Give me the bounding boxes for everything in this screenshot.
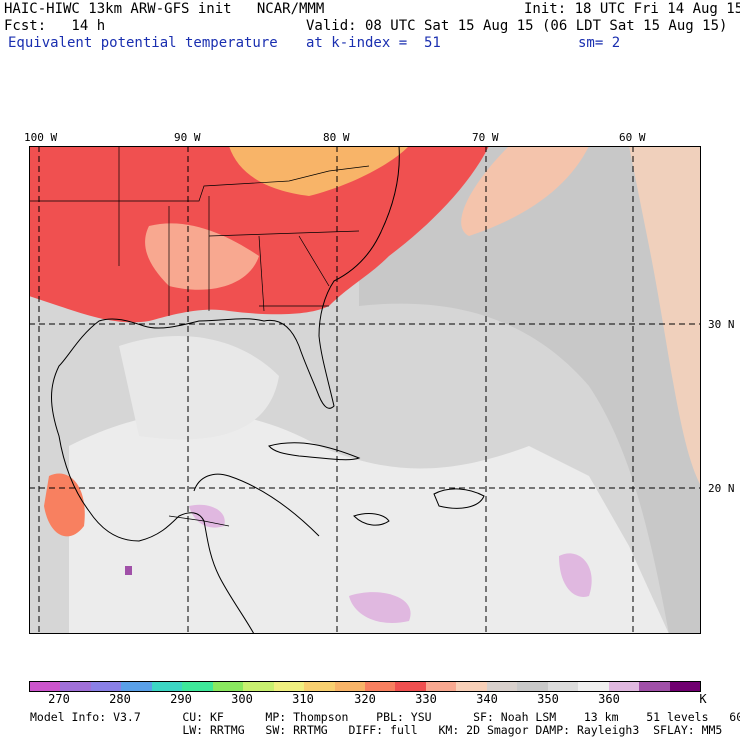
colorbar-swatch-15 [486,682,518,691]
colorbar-swatch-8 [273,682,305,691]
product-title: HAIC-HIWC 13km ARW-GFS init NCAR/MMM [4,1,325,17]
colorbar-swatch-7 [243,682,274,691]
mexico-warm-spot [44,473,85,537]
colorbar-swatch-21 [669,682,700,691]
colorbar-swatch-18 [578,682,609,691]
colorbar-swatch-5 [182,682,213,691]
lon-label-60w: 60 W [619,131,646,144]
cb-tick-340: 340 [476,692,498,706]
cb-tick-280: 280 [109,692,131,706]
graticule [29,146,701,634]
valid-time: Valid: 08 UTC Sat 15 Aug 15 (06 LDT Sat … [306,18,728,34]
colorbar-swatch-16 [517,682,548,691]
theta-e-map [29,146,701,634]
colorbar-swatch-20 [639,682,670,691]
lon-label-70w: 70 W [472,131,499,144]
smoothing: sm= 2 [578,35,621,51]
colorbar-swatch-14 [456,682,487,691]
k-index: at k-index = 51 [306,35,441,51]
colorbar-swatch-9 [304,682,335,691]
cb-unit: K [699,692,707,706]
cb-tick-270: 270 [48,692,70,706]
atlantic-region [359,146,701,634]
purple-patch-2 [349,592,411,624]
colorbar-swatch-13 [425,682,457,691]
colorbar-swatch-1 [60,682,91,691]
model-info-line1: Model Info: V3.7 CU: KF MP: Thompson PBL… [30,710,740,724]
gulf-light-region [119,336,279,440]
colorbar-swatch-11 [364,682,396,691]
init-time: Init: 18 UTC Fri 14 Aug 15 [524,1,740,17]
cb-tick-360: 360 [598,692,620,706]
purple-patch-1 [189,504,225,528]
cb-tick-330: 330 [415,692,437,706]
colorbar-swatch-3 [121,682,152,691]
field-name: Equivalent potential temperature [8,35,278,51]
colorbar-swatch-12 [395,682,426,691]
lat-label-30n: 30 N [708,318,735,331]
lon-label-80w: 80 W [323,131,350,144]
colorbar [29,681,701,692]
colorbar-swatch-17 [547,682,579,691]
tropical-light-region [69,412,669,634]
forecast-hour: Fcst: 14 h [4,18,106,34]
colorbar-swatch-6 [212,682,244,691]
colorbar-swatch-2 [90,682,122,691]
political-borders [29,146,370,527]
gulf-coast-salmon-region [145,223,259,290]
purple-spot [125,566,132,575]
colorbar-swatch-19 [608,682,640,691]
colorbar-swatch-10 [334,682,365,691]
cb-tick-290: 290 [170,692,192,706]
cb-tick-320: 320 [354,692,376,706]
map-frame [29,146,701,634]
colorbar-swatch-0 [30,682,61,691]
lon-label-100w: 100 W [24,131,58,144]
coastlines [51,146,485,634]
cb-tick-350: 350 [537,692,559,706]
cb-tick-300: 300 [231,692,253,706]
lat-label-20n: 20 N [708,482,735,495]
gulf-stream-band [461,146,589,236]
model-info-line2: LW: RRTMG SW: RRTMG DIFF: full KM: 2D Sm… [30,723,723,737]
lon-label-90w: 90 W [174,131,201,144]
cb-tick-310: 310 [292,692,314,706]
purple-patch-3 [559,553,592,597]
appalachian-cool-region [229,146,409,196]
atlantic-warm-band [629,146,701,486]
colorbar-swatch-4 [151,682,183,691]
